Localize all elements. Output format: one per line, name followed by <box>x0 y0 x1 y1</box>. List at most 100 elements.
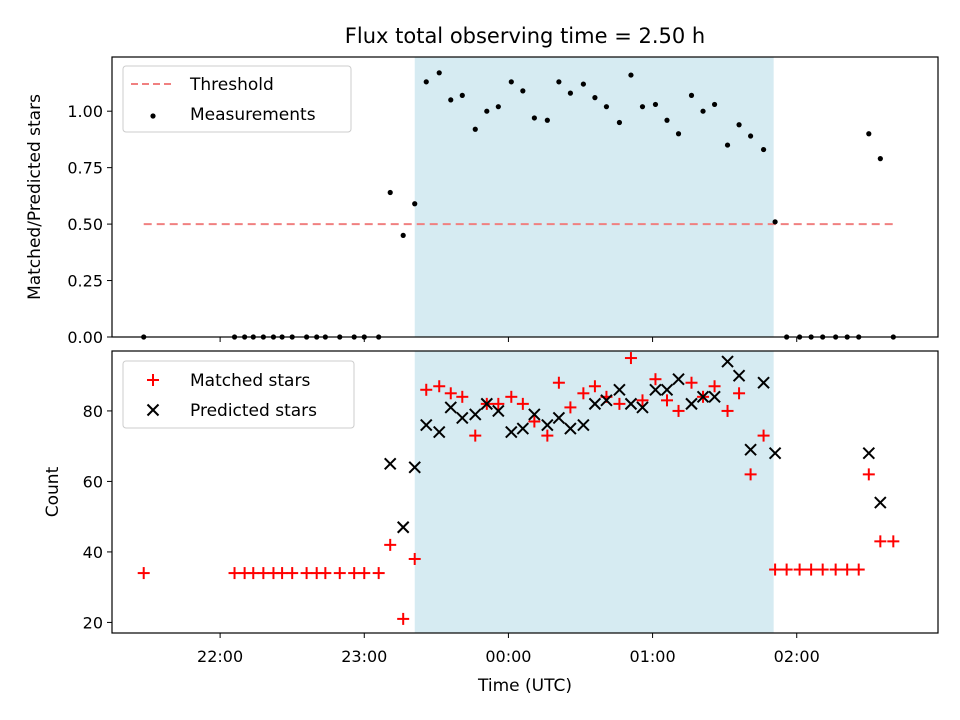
predicted-star-point <box>456 411 469 425</box>
matched-star-point <box>505 390 518 403</box>
matched-star-point <box>358 567 371 580</box>
legend-plus-marker <box>147 374 159 386</box>
top-y-tick-label: 1.00 <box>67 102 103 121</box>
predicted-star-point <box>874 496 887 509</box>
predicted-star-point <box>649 383 662 396</box>
measurement-point <box>544 117 550 123</box>
predicted-star-point <box>588 397 602 411</box>
matched-star-point <box>247 567 260 580</box>
predicted-star-point <box>480 397 494 411</box>
predicted-star-point <box>408 461 421 474</box>
matched-star-point <box>420 383 433 396</box>
measurement-point <box>400 232 406 238</box>
matched-star-point <box>887 535 900 548</box>
measurement-point <box>495 104 501 110</box>
matched-star-point <box>805 563 818 576</box>
matched-star-point <box>564 401 577 414</box>
measurement-point <box>459 92 465 98</box>
bottom-panel: 20 40 60 80 22:00 23:00 00:00 01:00 02:00 Count… <box>43 350 939 696</box>
bottom-y-tick-label: 80 <box>83 402 103 421</box>
measurement-point <box>866 131 872 137</box>
matched-star-point <box>862 468 875 481</box>
measurement-point <box>664 117 670 123</box>
predicted-star-point <box>757 376 770 389</box>
measurement-point <box>520 88 526 94</box>
measurement-point <box>616 119 623 126</box>
matched-star-point <box>257 567 270 580</box>
measurement-point <box>508 79 514 85</box>
top-y-tick-label: 0.25 <box>67 272 103 291</box>
matched-star-point <box>444 387 457 400</box>
matched-star-point <box>685 376 698 389</box>
measurement-point <box>412 201 418 207</box>
legend-predicted-label: Predicted stars <box>190 401 317 421</box>
measurement-point <box>652 101 659 108</box>
predicted-star-point <box>768 447 782 460</box>
top-y-tick-label: 0.50 <box>67 215 103 234</box>
chart-title: Flux total observing time = 2.50 h <box>345 24 705 48</box>
top-y-axis-label: Matched/Predicted stars <box>25 94 45 300</box>
measurement-point <box>423 79 429 85</box>
measurement-point <box>580 81 586 87</box>
predicted-star-point <box>672 372 685 386</box>
matched-star-point <box>757 429 770 442</box>
measurement-point <box>592 95 598 101</box>
predicted-star-point <box>396 521 410 534</box>
matched-star-point <box>300 567 313 580</box>
top-legend: Threshold Measurements <box>122 65 352 133</box>
predicted-star-point <box>636 401 649 414</box>
predicted-star-point <box>541 418 554 432</box>
x-tick-label: 01:00 <box>630 647 676 666</box>
matched-star-point <box>577 387 590 400</box>
measurement-point <box>877 156 883 162</box>
predicted-star-point <box>708 390 721 404</box>
bottom-y-axis-label: Count <box>43 466 63 517</box>
predicted-star-point <box>505 425 518 439</box>
top-y-tick-label: 0.00 <box>67 328 103 347</box>
legend-predicted-swatch <box>146 403 160 417</box>
matched-star-point <box>816 563 829 576</box>
measurement-point <box>567 90 574 96</box>
matched-star-point <box>372 567 385 580</box>
x-tick-label: 22:00 <box>197 647 243 666</box>
predicted-star-point <box>528 408 541 421</box>
bottom-axes-frame <box>111 350 939 634</box>
predicted-star-point <box>577 418 590 432</box>
matched-star-point <box>733 387 746 400</box>
predicted-star-point <box>696 390 710 404</box>
legend-x-marker <box>146 403 160 417</box>
x-axis-label: Time (UTC) <box>477 676 572 696</box>
matched-star-point <box>874 535 887 548</box>
matched-star-point <box>793 563 806 576</box>
bottom-legend: Matched stars Predicted stars <box>122 360 355 429</box>
x-tick-label: 23:00 <box>341 647 387 666</box>
matched-star-point <box>624 352 637 365</box>
matched-star-point <box>528 415 541 428</box>
bottom-y-tick-label: 40 <box>83 543 103 562</box>
predicted-star-point <box>732 369 746 382</box>
matched-star-point <box>852 563 865 576</box>
measurement-point <box>484 108 490 114</box>
x-tick-label: 00:00 <box>485 647 531 666</box>
predicted-star-point <box>600 394 613 407</box>
matched-star-point <box>456 390 469 403</box>
measurement-point <box>688 92 695 98</box>
measurement-point <box>675 131 682 137</box>
predicted-star-point <box>516 422 530 435</box>
predicted-star-point <box>552 411 566 425</box>
matched-star-point <box>588 380 601 393</box>
predicted-star-point <box>469 408 482 421</box>
measurement-point <box>387 189 393 196</box>
measurement-point <box>639 104 646 110</box>
matched-star-point <box>721 404 734 417</box>
predicted-star-point <box>492 404 505 418</box>
matched-star-point <box>841 563 854 576</box>
matched-star-point <box>744 468 757 481</box>
measurement-point <box>700 108 706 114</box>
measurement-point <box>472 126 478 132</box>
measurement-point <box>531 115 537 121</box>
predicted-star-point <box>862 447 876 460</box>
measurement-point <box>736 122 742 128</box>
top-axes-frame <box>111 56 939 338</box>
matched-star-point <box>769 563 782 576</box>
